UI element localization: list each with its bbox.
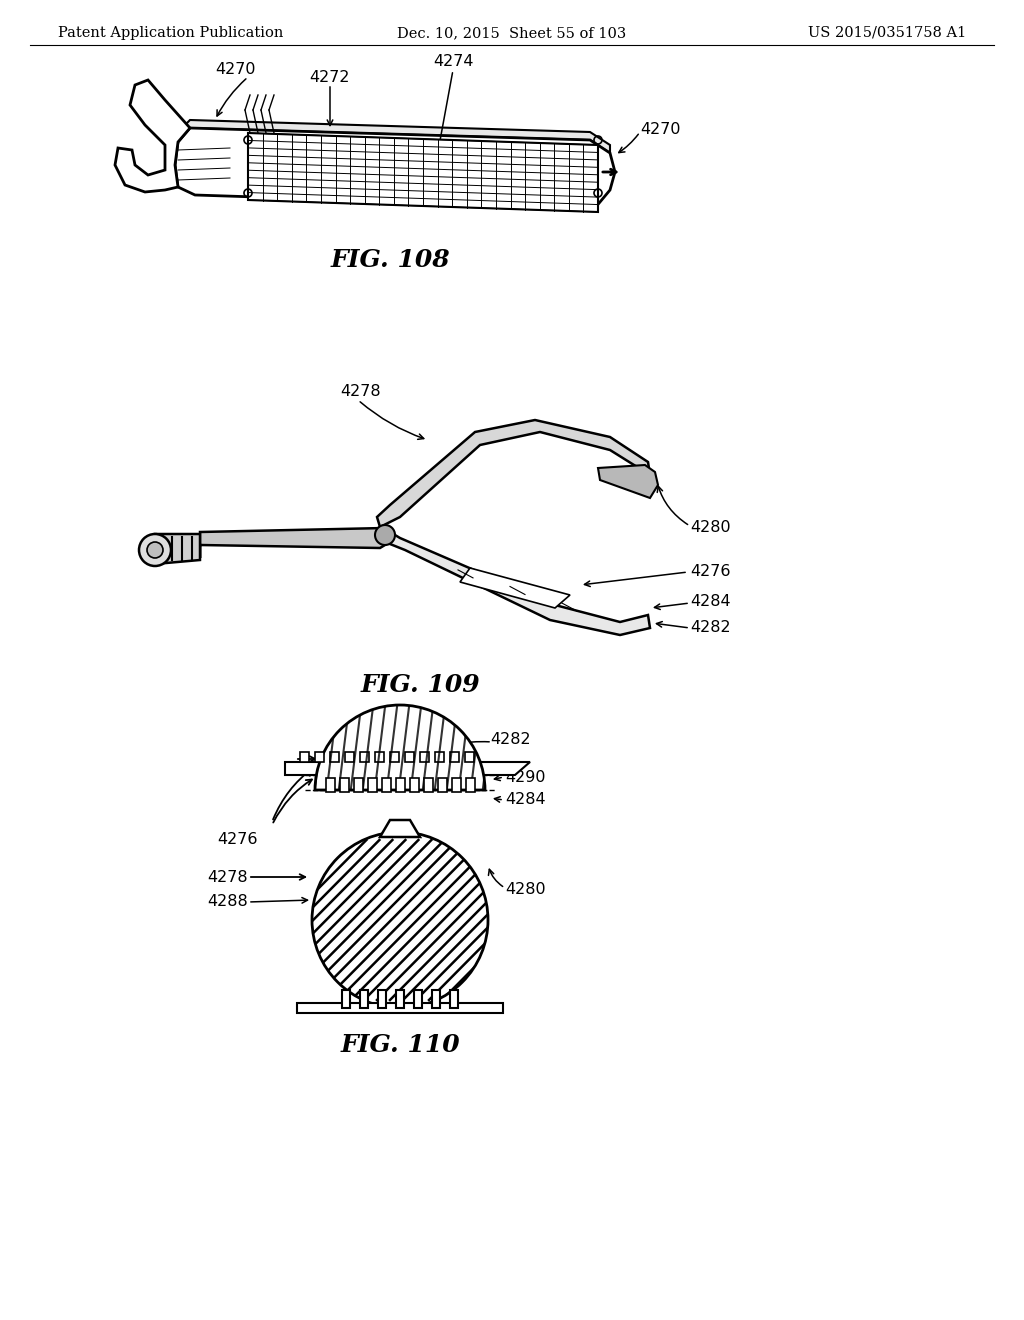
Polygon shape — [354, 777, 362, 792]
Text: 4276: 4276 — [217, 833, 258, 847]
Polygon shape — [450, 752, 459, 762]
Text: 4274: 4274 — [433, 54, 473, 70]
Polygon shape — [330, 752, 339, 762]
Polygon shape — [360, 990, 368, 1008]
Text: FIG. 108: FIG. 108 — [330, 248, 450, 272]
Text: 4278: 4278 — [340, 384, 381, 400]
Polygon shape — [155, 535, 200, 564]
Text: 4276: 4276 — [690, 565, 730, 579]
Polygon shape — [340, 777, 349, 792]
Circle shape — [375, 525, 395, 545]
Text: 4290: 4290 — [505, 770, 546, 784]
Polygon shape — [175, 120, 610, 153]
Polygon shape — [435, 752, 444, 762]
Polygon shape — [377, 420, 650, 527]
Polygon shape — [382, 777, 391, 792]
Circle shape — [147, 543, 163, 558]
Text: Dec. 10, 2015  Sheet 55 of 103: Dec. 10, 2015 Sheet 55 of 103 — [397, 26, 627, 40]
Polygon shape — [200, 528, 390, 558]
Polygon shape — [598, 465, 658, 498]
Text: 4278: 4278 — [208, 870, 248, 884]
Polygon shape — [390, 752, 399, 762]
Text: 4272: 4272 — [309, 70, 350, 84]
Polygon shape — [380, 820, 420, 837]
Polygon shape — [396, 777, 406, 792]
Text: US 2015/0351758 A1: US 2015/0351758 A1 — [808, 26, 966, 40]
Text: 4284: 4284 — [505, 792, 546, 808]
Polygon shape — [466, 777, 475, 792]
Polygon shape — [438, 777, 447, 792]
Polygon shape — [326, 777, 335, 792]
Polygon shape — [248, 133, 598, 213]
Text: 4280: 4280 — [690, 520, 731, 536]
Text: 4270: 4270 — [216, 62, 256, 78]
Polygon shape — [300, 752, 309, 762]
Polygon shape — [360, 752, 369, 762]
Polygon shape — [285, 762, 530, 775]
Text: Patent Application Publication: Patent Application Publication — [58, 26, 284, 40]
Polygon shape — [424, 777, 433, 792]
Polygon shape — [175, 128, 615, 209]
Circle shape — [312, 832, 488, 1008]
Polygon shape — [420, 752, 429, 762]
Wedge shape — [315, 705, 485, 789]
Text: 4282: 4282 — [690, 620, 731, 635]
Polygon shape — [380, 532, 650, 635]
Polygon shape — [297, 1003, 503, 1012]
Text: 4284: 4284 — [690, 594, 731, 610]
Polygon shape — [406, 752, 414, 762]
Polygon shape — [315, 752, 324, 762]
Text: 4280: 4280 — [505, 883, 546, 898]
Polygon shape — [345, 752, 354, 762]
Text: FIG. 110: FIG. 110 — [340, 1034, 460, 1057]
Polygon shape — [432, 990, 440, 1008]
Text: 4282: 4282 — [490, 733, 530, 747]
Polygon shape — [452, 777, 461, 792]
Polygon shape — [460, 568, 570, 609]
Polygon shape — [410, 777, 419, 792]
Polygon shape — [378, 990, 386, 1008]
Polygon shape — [414, 990, 422, 1008]
Polygon shape — [396, 990, 404, 1008]
Polygon shape — [375, 752, 384, 762]
Polygon shape — [465, 752, 474, 762]
Text: FIG. 109: FIG. 109 — [360, 673, 480, 697]
Circle shape — [139, 535, 171, 566]
Polygon shape — [450, 990, 458, 1008]
Polygon shape — [342, 990, 350, 1008]
Polygon shape — [368, 777, 377, 792]
Text: 4288: 4288 — [207, 895, 248, 909]
Text: 4270: 4270 — [640, 123, 681, 137]
Polygon shape — [115, 81, 190, 191]
